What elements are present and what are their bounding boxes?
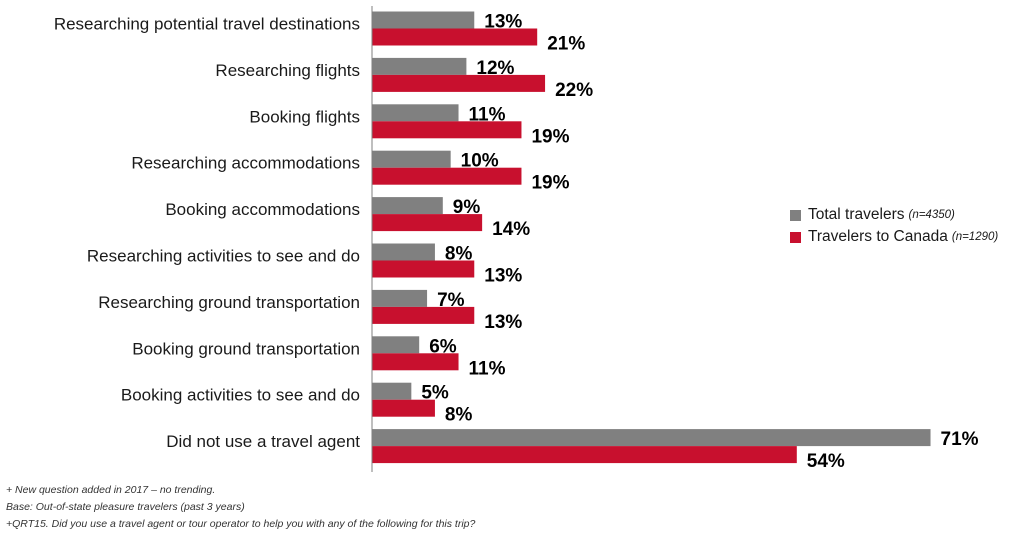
category-label: Did not use a travel agent [166,432,360,451]
bar-travelers-to-canada [372,28,538,46]
bar-total-travelers [372,429,931,447]
value-label-total: 11% [469,104,506,125]
category-label: Booking accommodations [165,200,360,219]
value-label-canada: 19% [531,173,569,194]
legend-swatch-total [790,209,801,221]
legend-label-total: Total travelers [808,206,905,223]
value-label-total: 8% [445,244,473,265]
legend-item-canada: Travelers to Canada (n=1290) [790,226,998,248]
value-label-canada: 21% [547,34,585,55]
bar-travelers-to-canada [372,74,546,92]
value-label-canada: 19% [531,126,569,147]
value-label-total: 12% [476,58,514,79]
bar-total-travelers [372,11,475,29]
bar-travelers-to-canada [372,306,475,324]
value-label-total: 71% [941,429,979,450]
value-label-total: 13% [484,12,522,33]
legend-n-total: (n=4350) [908,209,955,221]
category-label: Researching potential travel destination… [54,15,360,34]
value-label-canada: 13% [484,266,522,287]
category-label: Researching flights [215,61,360,80]
bar-total-travelers [372,289,428,307]
bar-total-travelers [372,382,412,400]
category-label: Booking activities to see and do [121,386,360,405]
category-label: Researching ground transportation [98,293,360,312]
bar-travelers-to-canada [372,214,483,232]
value-label-canada: 14% [492,219,530,240]
bar-travelers-to-canada [372,399,435,417]
legend-item-total: Total travelers (n=4350) [790,204,998,226]
legend: Total travelers (n=4350) Travelers to Ca… [790,204,998,248]
value-label-total: 6% [429,336,457,357]
bar-travelers-to-canada [372,121,522,139]
legend-swatch-canada [790,231,801,243]
value-label-total: 5% [421,383,449,404]
bar-travelers-to-canada [372,353,459,371]
value-label-canada: 54% [807,451,845,472]
category-label: Researching accommodations [131,154,360,173]
category-label: Booking ground transportation [132,339,360,358]
bar-total-travelers [372,104,459,122]
legend-n-canada: (n=1290) [951,231,999,243]
footnote-1: + New question added in 2017 – no trendi… [6,484,216,496]
bar-travelers-to-canada [372,167,522,185]
value-label-canada: 11% [469,358,506,379]
footnote-2: Base: Out-of-state pleasure travelers (p… [6,501,245,513]
bar-total-travelers [372,243,435,261]
value-label-canada: 8% [445,405,473,426]
bar-travelers-to-canada [372,446,797,464]
value-label-total: 9% [453,197,481,218]
bar-total-travelers [372,197,443,215]
value-label-canada: 22% [555,80,593,101]
value-label-total: 7% [437,290,465,311]
bar-travelers-to-canada [372,260,475,278]
bar-total-travelers [372,336,420,354]
legend-label-canada: Travelers to Canada [808,228,948,245]
category-label: Researching activities to see and do [87,247,360,266]
footnotes: + New question added in 2017 – no trendi… [6,482,475,533]
category-label: Booking flights [249,107,360,126]
value-label-total: 10% [461,151,499,172]
footnote-3: +QRT15. Did you use a travel agent or to… [6,518,476,530]
bar-total-travelers [372,57,467,75]
value-label-canada: 13% [484,312,522,333]
bar-chart: Researching potential travel destination… [54,6,979,472]
bar-total-travelers [372,150,451,168]
